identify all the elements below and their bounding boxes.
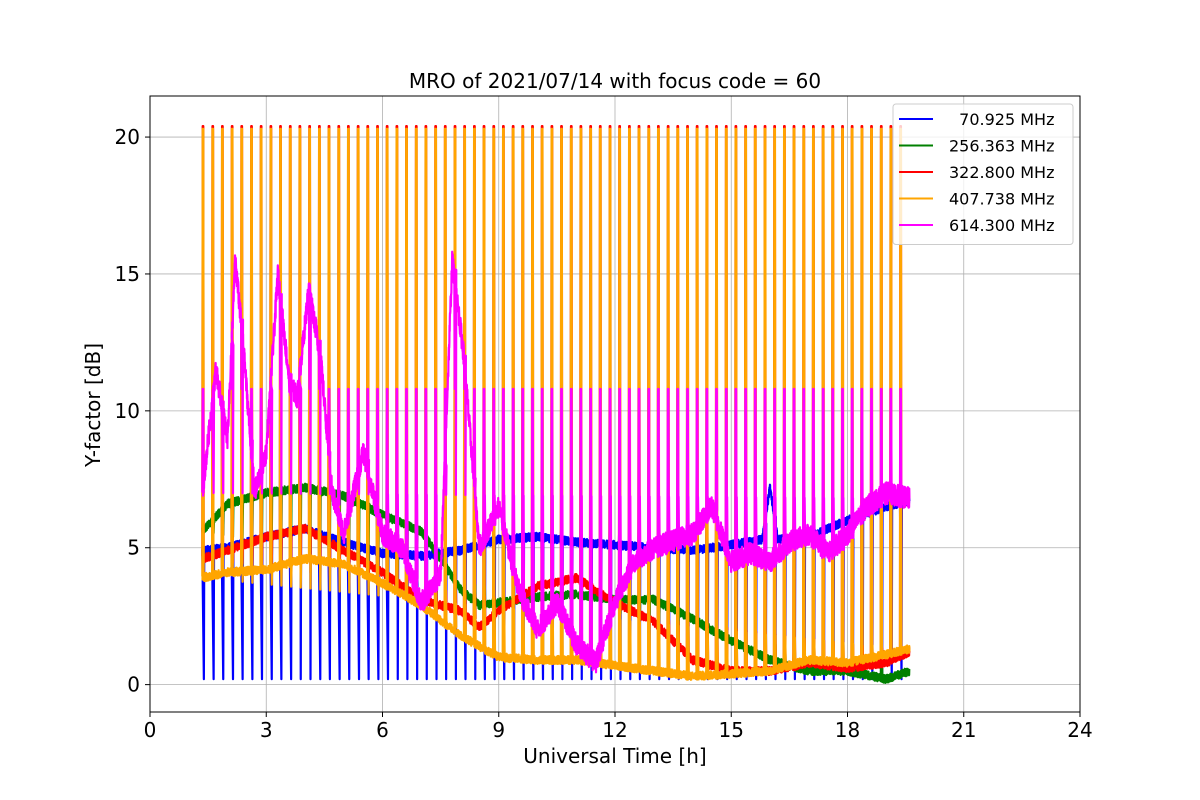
x-tick-label: 24 (1067, 718, 1092, 742)
x-tick-label: 3 (260, 718, 273, 742)
x-tick-label: 0 (144, 718, 157, 742)
x-tick-label: 15 (719, 718, 744, 742)
ticks: 0 3 6 9 12 15 18 21 24 0 5 10 15 20 (115, 125, 1093, 742)
x-tick-label: 18 (835, 718, 860, 742)
y-tick-label: 20 (115, 125, 140, 149)
legend-label: 407.738 MHz (949, 190, 1054, 209)
y-tick-label: 10 (115, 399, 140, 423)
x-tick-label: 12 (602, 718, 627, 742)
y-axis-label: Y-factor [dB] (81, 343, 105, 468)
legend-label: 256.363 MHz (949, 137, 1054, 156)
plot-area (201, 125, 911, 685)
legend-label: 70.925 MHz (949, 110, 1054, 129)
x-tick-label: 21 (951, 718, 976, 742)
x-axis-label: Universal Time [h] (523, 744, 706, 768)
legend: 70.925 MHz 256.363 MHz 322.800 MHz 407.738 … (892, 103, 1074, 245)
y-tick-label: 15 (115, 262, 140, 286)
chart-title: MRO of 2021/07/14 with focus code = 60 (409, 69, 821, 93)
x-tick-label: 6 (376, 718, 389, 742)
legend-label: 614.300 MHz (949, 216, 1054, 235)
series-line (201, 127, 911, 681)
y-tick-label: 0 (127, 673, 140, 697)
legend-label: 322.800 MHz (949, 163, 1054, 182)
y-tick-label: 5 (127, 536, 140, 560)
legend-frame (892, 103, 1074, 245)
x-tick-label: 9 (492, 718, 505, 742)
series-line (201, 250, 911, 674)
